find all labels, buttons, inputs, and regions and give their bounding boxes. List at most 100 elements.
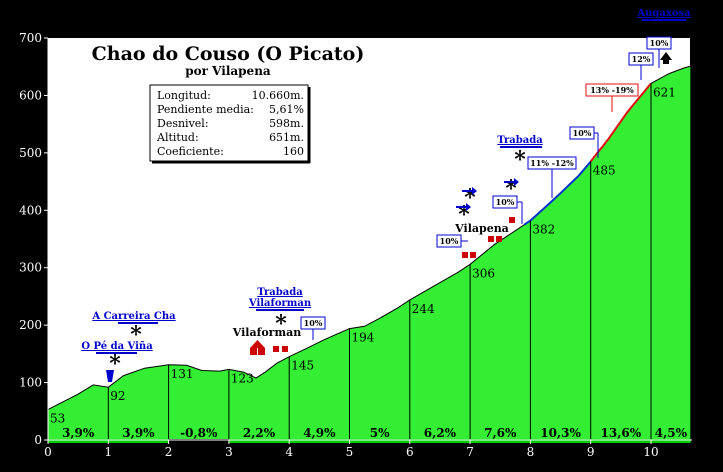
gradient-label: 10,3% [540, 426, 581, 440]
info-rows-group: Longitud: 10.660m.Pendiente media: 5,61% De… [156, 89, 304, 158]
info-row-label: Coeficiente: [157, 145, 224, 158]
elevation-label: 485 [593, 163, 616, 177]
gradient-label: -0,8% [180, 426, 218, 440]
gradient-label: 7,6% [484, 426, 517, 440]
elevation-label: 621 [653, 85, 676, 99]
gradient-band [349, 439, 410, 443]
gradient-label: 13,6% [601, 426, 642, 440]
info-row-value: 10.660m. [252, 89, 304, 102]
elevation-label: 92 [110, 389, 125, 403]
elevation-label: 194 [352, 331, 375, 345]
elevation-label: 53 [50, 412, 65, 426]
place-label-vilapena: Vilapena [454, 222, 509, 235]
gradient-band [530, 439, 591, 443]
slope-box-label: 10% [573, 128, 592, 138]
cross-icon: * [514, 147, 526, 173]
info-row-value: 5,61% [269, 103, 304, 116]
x-tick-label: 4 [285, 445, 293, 459]
y-tick-label: 200 [19, 318, 42, 332]
elevation-label: 145 [291, 359, 314, 373]
elevation-labels-group: 53 92 131 123 145 194 244 306 382 485 621 651 [50, 67, 717, 425]
cross-icon: * [275, 311, 287, 337]
y-tick-label: 500 [19, 146, 42, 160]
arrow-right-icon [462, 187, 477, 195]
gradient-band [108, 439, 169, 443]
y-tick-label: 100 [19, 376, 42, 390]
info-row-value: 160 [283, 145, 304, 158]
place-label-carreira-cha: A Carreira Cha [91, 311, 176, 322]
arrow-right-icon [504, 178, 519, 186]
slope-box-label: 12% [632, 54, 651, 64]
slope-box-label: 10% [440, 236, 459, 246]
profile-steep-section [523, 160, 592, 226]
gradient-label: 3,9% [122, 426, 155, 440]
info-row-value: 598m. [269, 117, 304, 130]
place-label-trabada-vilaforman-2: Vilaforman [248, 298, 312, 309]
gradient-band [168, 439, 229, 443]
x-tick-label: 1 [104, 445, 112, 459]
gradient-label: 6,2% [424, 426, 457, 440]
info-row-label: Pendiente media: [157, 103, 254, 116]
x-tick-label: 3 [225, 445, 233, 459]
arrow-down-icon [106, 370, 114, 382]
slope-box-label: 11% -12% [530, 158, 574, 168]
x-tick-label: 9 [587, 445, 595, 459]
house-icon [462, 217, 515, 258]
elevation-label: 651 [694, 67, 717, 81]
y-tick-label: 400 [19, 203, 42, 217]
info-row-label: Altitud: [156, 131, 199, 144]
gradient-band [228, 439, 290, 443]
x-tick-label: 0 [44, 445, 52, 459]
x-tick-label: 5 [346, 445, 354, 459]
slope-box-label: 13% -19% [590, 85, 634, 95]
info-table-frame [149, 84, 309, 162]
gradient-band [470, 439, 531, 443]
tree-icon [660, 52, 672, 64]
km-lines-group [107, 83, 652, 440]
info-row-label: Longitud: [157, 89, 211, 102]
info-table: Longitud: 10.660m.Pendiente media: 5,61% De… [149, 84, 311, 164]
gradient-label: 5% [370, 426, 390, 440]
gradient-label: 4,9% [303, 426, 336, 440]
gradient-labels-group: 3,9% 3,9% -0,8% 2,2% 4,9% 5% 6,2% 7,6% 10,3% 13,6… [48, 426, 691, 443]
elevation-label: 306 [472, 266, 495, 280]
gradient-band [289, 439, 350, 443]
y-tick-label: 0 [34, 433, 42, 447]
x-tick-label: 8 [527, 445, 535, 459]
y-tick-label: 300 [19, 261, 42, 275]
place-label-trabada-vilaforman: Trabada [257, 287, 303, 298]
info-row-label: Desnivel: [157, 117, 209, 130]
x-tick-label: 7 [466, 445, 474, 459]
x-tick-label: 10 [643, 445, 658, 459]
chart-subtitle: por Vilapena [185, 64, 271, 78]
gradient-band [651, 439, 691, 443]
info-row-value: 651m. [269, 131, 304, 144]
gradient-label: 4,5% [655, 426, 688, 440]
chart-title: Chao do Couso (O Picato) [92, 43, 365, 65]
elevation-label: 382 [532, 223, 555, 237]
x-ticks-group: 0 1 2 3 4 5 6 7 8 9 10 [44, 440, 659, 459]
gradient-label: 2,2% [243, 426, 276, 440]
place-label-augaxosa: Augaxosa [636, 8, 691, 19]
y-tick-label: 600 [19, 88, 42, 102]
x-tick-label: 2 [165, 445, 173, 459]
place-label-trabada: Trabada [497, 135, 543, 146]
x-tick-label: 6 [406, 445, 414, 459]
elevation-label: 123 [231, 371, 254, 385]
y-tick-label: 700 [19, 31, 42, 45]
slope-box-label: 10% [304, 318, 323, 328]
gradient-band [590, 439, 651, 443]
arrow-right-icon [456, 203, 471, 211]
elevation-label: 244 [412, 302, 435, 316]
house-icon [250, 340, 288, 355]
y-ticks-group: 0 100 200 300 400 500 600 700 [19, 31, 48, 447]
cross-icon: * [130, 322, 142, 348]
gradient-label: 3,9% [62, 426, 95, 440]
slope-box-label: 10% [496, 197, 515, 207]
place-label-pe-da-vina: O Pé da Viña [81, 341, 153, 352]
gradient-band [48, 439, 109, 443]
slope-boxes: 10% 10% 10% 11% -12% 10% 13% -19% 12% 10… [300, 36, 672, 340]
place-label-vilaforman: Vilaforman [232, 326, 301, 339]
